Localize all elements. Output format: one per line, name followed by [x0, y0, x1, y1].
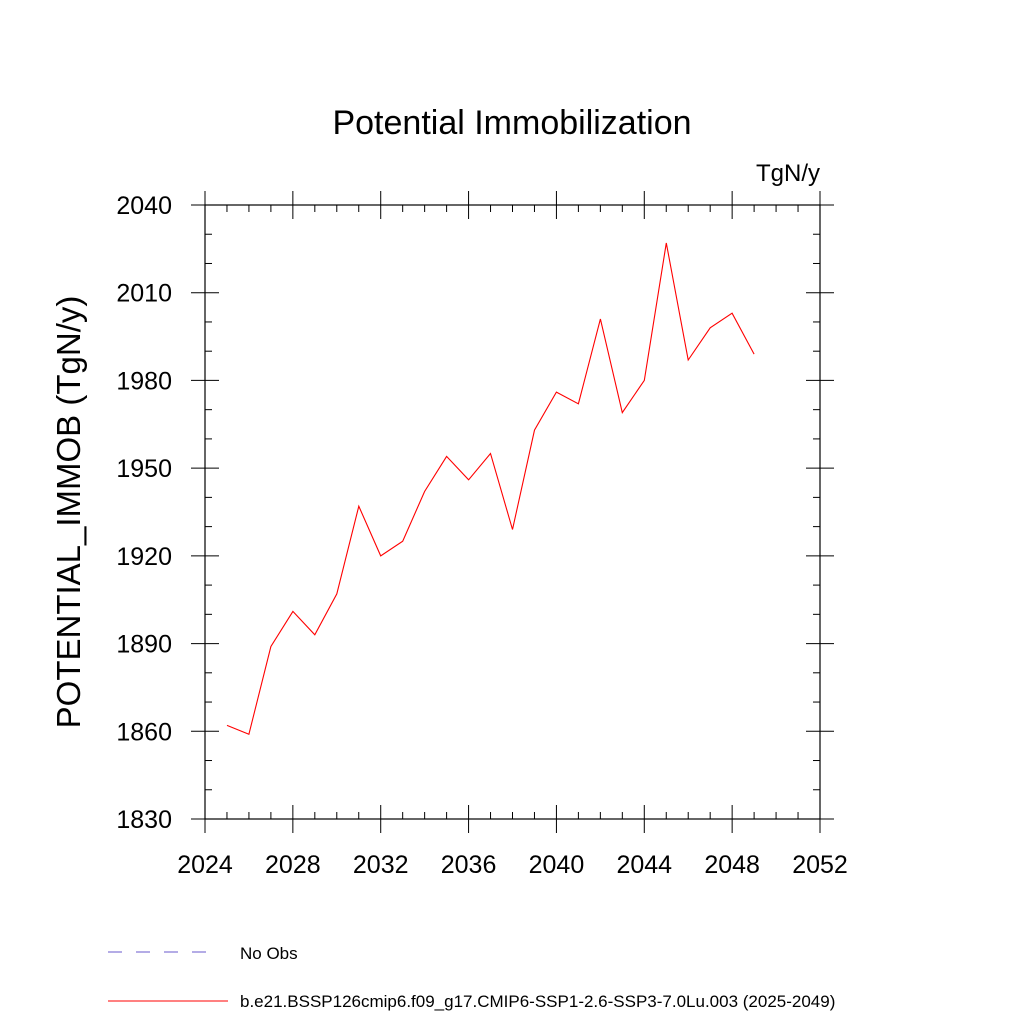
series-line — [226, 242, 755, 735]
y-tick-label: 1890 — [116, 631, 172, 659]
x-tick-label: 2036 — [441, 851, 497, 879]
x-tick-labels: 2024 2028 2032 2036 2040 2044 2048 2052 — [177, 851, 848, 879]
y-tick-labels: 1830 1860 1890 1920 1950 1980 2010 2040 — [116, 192, 172, 834]
y-tick-label: 2010 — [116, 280, 172, 308]
legend: No Obs b.e21.BSSP126cmip6.f09_g17.CMIP6-… — [108, 944, 835, 1011]
plot-frame — [204, 204, 821, 820]
y-tick-label: 1830 — [116, 806, 172, 834]
series-layer — [226, 242, 755, 735]
y-tick-label: 1920 — [116, 543, 172, 571]
minor-ticks — [205, 205, 820, 819]
y-tick-label: 1860 — [116, 718, 172, 746]
x-tick-label: 2032 — [353, 851, 409, 879]
x-tick-label: 2028 — [265, 851, 321, 879]
units-label: TgN/y — [756, 160, 820, 187]
y-tick-label: 2040 — [116, 192, 172, 220]
y-axis-label: POTENTIAL_IMMOB (TgN/y) — [50, 296, 87, 729]
major-ticks — [191, 191, 834, 833]
y-tick-label: 1950 — [116, 455, 172, 483]
y-tick-label: 1980 — [116, 367, 172, 395]
x-tick-label: 2024 — [177, 851, 233, 879]
legend-label-series: b.e21.BSSP126cmip6.f09_g17.CMIP6-SSP1-2.… — [240, 992, 835, 1011]
x-tick-label: 2040 — [529, 851, 585, 879]
x-tick-label: 2048 — [704, 851, 760, 879]
legend-label-no-obs: No Obs — [240, 944, 298, 963]
chart-title: Potential Immobilization — [332, 104, 691, 142]
x-tick-label: 2052 — [792, 851, 848, 879]
x-tick-label: 2044 — [616, 851, 672, 879]
